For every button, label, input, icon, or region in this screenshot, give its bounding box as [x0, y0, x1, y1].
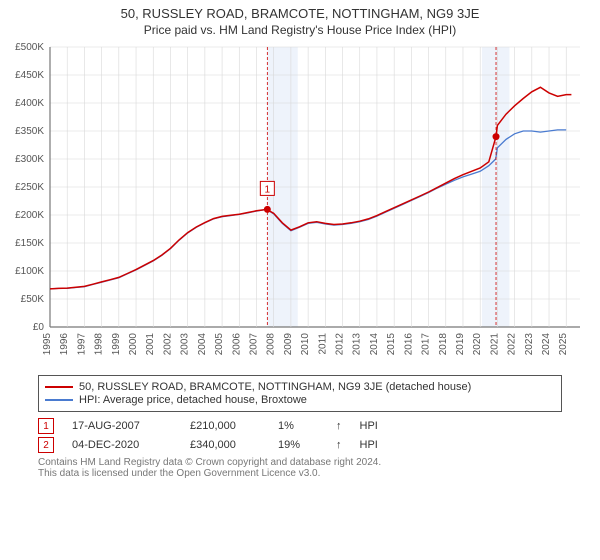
svg-text:1996: 1996	[59, 333, 70, 356]
legend-item: HPI: Average price, detached house, Brox…	[45, 394, 555, 406]
title-block: 50, RUSSLEY ROAD, BRAMCOTE, NOTTINGHAM, …	[0, 0, 600, 39]
sale-date: 17-AUG-2007	[72, 420, 172, 432]
legend-label: 50, RUSSLEY ROAD, BRAMCOTE, NOTTINGHAM, …	[79, 381, 471, 393]
svg-text:£500K: £500K	[15, 42, 44, 53]
svg-text:2018: 2018	[438, 333, 449, 356]
sale-badge: 1	[38, 418, 54, 434]
arrow-up-icon: ↑	[336, 439, 342, 451]
svg-text:2012: 2012	[335, 333, 346, 356]
svg-text:£150K: £150K	[15, 238, 44, 249]
arrow-up-icon: ↑	[336, 420, 342, 432]
svg-text:2022: 2022	[507, 333, 518, 356]
svg-text:2020: 2020	[472, 333, 483, 356]
svg-text:£350K: £350K	[15, 126, 44, 137]
sale-row: 2 04-DEC-2020 £340,000 19% ↑ HPI	[38, 437, 562, 453]
legend-swatch	[45, 399, 73, 401]
sale-events-table: 1 17-AUG-2007 £210,000 1% ↑ HPI 2 04-DEC-2020 £3…	[38, 418, 562, 453]
sale-row: 1 17-AUG-2007 £210,000 1% ↑ HPI	[38, 418, 562, 434]
chart-area: £0 £50K £100K £150K £200K £250K £300K £350K £400…	[0, 39, 600, 369]
footer-line: This data is licensed under the Open Gov…	[38, 468, 562, 479]
footer-attribution: Contains HM Land Registry data © Crown c…	[38, 457, 562, 479]
svg-text:£200K: £200K	[15, 210, 44, 221]
svg-text:2008: 2008	[266, 333, 277, 356]
sale-date: 04-DEC-2020	[72, 439, 172, 451]
sale-marker-2	[493, 133, 500, 140]
svg-text:£250K: £250K	[15, 182, 44, 193]
footer-line: Contains HM Land Registry data © Crown c…	[38, 457, 562, 468]
sale-diff: 1%	[278, 420, 318, 432]
legend-label: HPI: Average price, detached house, Brox…	[79, 394, 307, 406]
svg-text:1999: 1999	[111, 333, 122, 356]
svg-text:2003: 2003	[180, 333, 191, 356]
svg-text:2016: 2016	[403, 333, 414, 356]
svg-text:2014: 2014	[369, 333, 380, 356]
svg-text:2010: 2010	[300, 333, 311, 356]
sale-price: £340,000	[190, 439, 260, 451]
svg-text:1998: 1998	[94, 333, 105, 356]
svg-text:2007: 2007	[248, 333, 259, 356]
svg-text:2017: 2017	[421, 333, 432, 356]
svg-text:1997: 1997	[76, 333, 87, 356]
svg-text:2002: 2002	[162, 333, 173, 356]
chart-subtitle: Price paid vs. HM Land Registry's House …	[0, 23, 600, 37]
svg-text:2006: 2006	[231, 333, 242, 356]
svg-text:2021: 2021	[489, 333, 500, 356]
sale-marker-1	[264, 206, 271, 213]
sale-badge: 2	[38, 437, 54, 453]
svg-text:2011: 2011	[317, 333, 328, 355]
legend: 50, RUSSLEY ROAD, BRAMCOTE, NOTTINGHAM, …	[38, 375, 562, 412]
chart-svg: £0 £50K £100K £150K £200K £250K £300K £350K £400…	[0, 39, 600, 369]
sale-vs-label: HPI	[360, 439, 378, 451]
svg-text:£300K: £300K	[15, 154, 44, 165]
svg-text:£100K: £100K	[15, 266, 44, 277]
svg-text:2024: 2024	[541, 333, 552, 356]
svg-text:2025: 2025	[558, 333, 569, 356]
svg-text:£0: £0	[33, 322, 45, 333]
sale-vs-label: HPI	[360, 420, 378, 432]
svg-text:1995: 1995	[42, 333, 53, 356]
chart-title: 50, RUSSLEY ROAD, BRAMCOTE, NOTTINGHAM, …	[0, 6, 600, 21]
svg-text:2023: 2023	[524, 333, 535, 356]
sale-diff: 19%	[278, 439, 318, 451]
svg-text:2019: 2019	[455, 333, 466, 356]
svg-text:2000: 2000	[128, 333, 139, 356]
svg-text:2005: 2005	[214, 333, 225, 356]
svg-text:£50K: £50K	[21, 294, 45, 305]
svg-text:£400K: £400K	[15, 98, 44, 109]
svg-text:£450K: £450K	[15, 70, 44, 81]
legend-item: 50, RUSSLEY ROAD, BRAMCOTE, NOTTINGHAM, …	[45, 381, 555, 393]
sale-price: £210,000	[190, 420, 260, 432]
svg-text:2009: 2009	[283, 333, 294, 356]
svg-text:2013: 2013	[352, 333, 363, 356]
svg-text:2001: 2001	[145, 333, 156, 356]
legend-swatch	[45, 386, 73, 388]
svg-text:2004: 2004	[197, 333, 208, 356]
svg-text:1: 1	[265, 184, 271, 195]
svg-text:2015: 2015	[386, 333, 397, 356]
